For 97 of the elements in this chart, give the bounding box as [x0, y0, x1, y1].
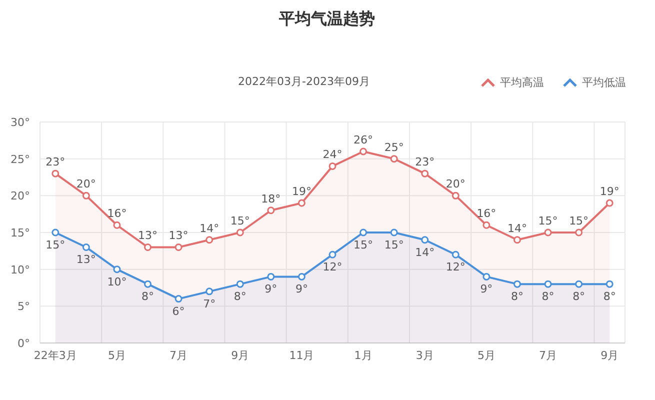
point: [144, 243, 152, 251]
data-label: 15°: [354, 238, 374, 252]
y-tick-label: 20°: [10, 190, 30, 203]
point: [575, 280, 583, 288]
data-label: 6°: [172, 304, 185, 318]
data-label: 9°: [295, 282, 308, 296]
point: [544, 280, 552, 288]
x-tick-label: 22年3月: [34, 349, 77, 362]
data-label: 26°: [354, 133, 374, 146]
data-label: 23°: [46, 156, 66, 169]
point: [482, 272, 490, 280]
data-label: 20°: [76, 178, 96, 191]
x-tick-label: 5月: [108, 349, 126, 362]
x-tick-label: 7月: [170, 349, 188, 362]
x-tick-label: 7月: [539, 349, 558, 362]
data-label: 12°: [322, 260, 342, 274]
legend-label: 平均高温: [500, 76, 544, 89]
point: [513, 236, 521, 244]
point: [298, 272, 306, 280]
point: [452, 250, 460, 258]
point: [575, 228, 583, 236]
data-label: 20°: [446, 178, 466, 191]
x-tick-label: 9月: [600, 349, 619, 362]
x-tick-label: 5月: [477, 349, 496, 362]
data-label: 14°: [415, 246, 435, 259]
chart-subtitle: 2022年03月-2023年09月: [238, 75, 370, 88]
data-label: 19°: [292, 185, 312, 198]
y-tick-label: 10°: [10, 263, 30, 276]
data-label: 16°: [107, 207, 127, 220]
data-label: 13°: [76, 253, 96, 266]
x-tick-label: 1月: [354, 349, 372, 362]
data-label: 13°: [138, 229, 158, 242]
point: [544, 228, 552, 236]
x-tick-label: 11月: [289, 349, 314, 362]
data-label: 9°: [264, 282, 278, 296]
point: [360, 148, 368, 156]
x-tick-label: 9月: [231, 349, 250, 362]
point: [513, 280, 521, 288]
data-label: 23°: [415, 156, 435, 169]
y-tick-label: 30°: [10, 116, 30, 129]
point: [82, 192, 90, 200]
data-label: 14°: [507, 222, 527, 235]
point: [328, 162, 336, 170]
data-label: 10°: [107, 275, 127, 288]
data-label: 8°: [234, 290, 246, 304]
data-label: 15°: [46, 238, 66, 252]
point: [298, 199, 306, 207]
data-label: 19°: [600, 185, 620, 198]
data-label: 25°: [384, 140, 404, 154]
point: [482, 221, 490, 229]
data-label: 15°: [569, 214, 589, 228]
point: [267, 272, 275, 280]
point: [390, 155, 398, 163]
data-label: 13°: [168, 229, 188, 242]
point: [82, 243, 90, 251]
point: [421, 236, 429, 244]
data-label: 8°: [142, 290, 154, 304]
point: [360, 228, 368, 236]
data-label: 24°: [322, 148, 342, 162]
data-label: 8°: [603, 290, 616, 304]
point: [421, 170, 429, 178]
data-label: 8°: [572, 290, 586, 304]
point: [113, 266, 121, 274]
legend-label: 平均低温: [582, 76, 626, 89]
point: [606, 199, 614, 207]
point: [206, 288, 214, 296]
point: [328, 250, 336, 258]
point: [236, 228, 244, 236]
data-label: 14°: [200, 222, 220, 235]
y-tick-label: 25°: [10, 152, 30, 166]
data-label: 15°: [538, 214, 558, 228]
y-tick-label: 15°: [10, 226, 30, 240]
chart-title: 平均气温趋势: [278, 9, 375, 28]
data-label: 15°: [230, 214, 250, 228]
data-label: 18°: [261, 192, 281, 206]
data-label: 15°: [384, 238, 404, 252]
point: [267, 206, 275, 214]
x-tick-label: 3月: [416, 349, 434, 362]
y-tick-label: 0°: [18, 337, 30, 350]
point: [236, 280, 244, 288]
data-label: 7°: [203, 297, 216, 310]
data-label: 12°: [446, 260, 466, 274]
point: [113, 221, 121, 229]
data-label: 16°: [476, 207, 496, 220]
point: [174, 295, 182, 303]
point: [606, 280, 614, 288]
data-label: 9°: [480, 282, 493, 296]
point: [174, 243, 182, 251]
point: [144, 280, 152, 288]
data-label: 8°: [510, 290, 524, 304]
point: [390, 228, 398, 236]
point: [52, 170, 60, 178]
point: [206, 236, 214, 244]
data-label: 8°: [542, 290, 554, 304]
y-tick-label: 5°: [18, 300, 30, 314]
point: [52, 228, 60, 236]
point: [452, 192, 460, 200]
